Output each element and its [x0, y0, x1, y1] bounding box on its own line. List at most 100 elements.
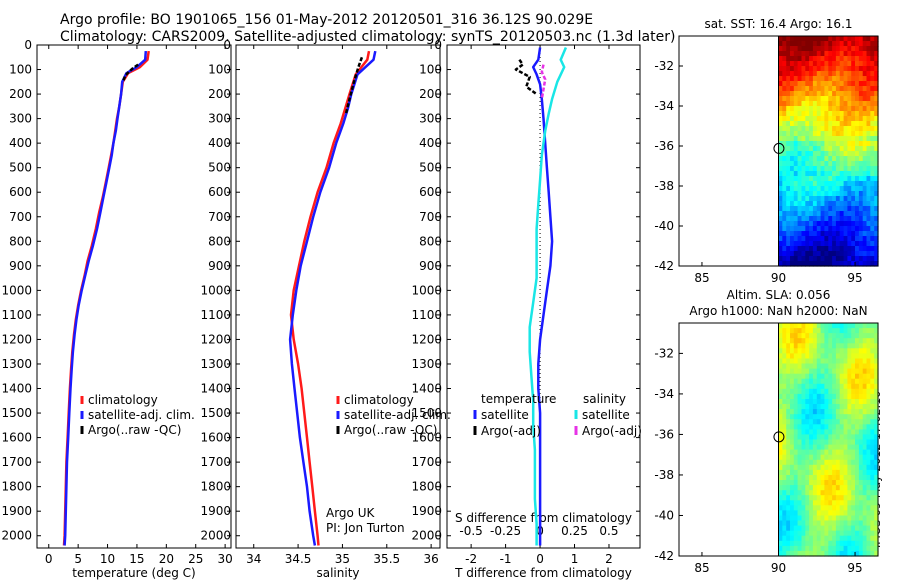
heatmap-cell [809, 241, 814, 247]
heatmap-cell [820, 414, 825, 420]
heatmap-cell [778, 515, 783, 522]
heatmap-cell [874, 66, 879, 72]
heatmap-cell [820, 383, 825, 390]
heatmap-cell [793, 236, 799, 242]
heatmap-cell [847, 66, 852, 72]
heatmap-cell [778, 459, 783, 466]
heatmap-cell [824, 525, 829, 532]
heatmap-cell [843, 106, 848, 112]
heatmap-cell [874, 196, 879, 202]
heatmap-cell [820, 131, 825, 137]
heatmap-cell [851, 515, 856, 522]
heatmap-cell [805, 338, 810, 344]
heatmap-cell [874, 414, 879, 420]
heatmap-cell [786, 51, 791, 57]
heatmap-cell [839, 246, 845, 252]
heatmap-cell [843, 414, 848, 420]
heatmap-cell [816, 111, 822, 117]
heatmap-cell [786, 81, 791, 87]
heatmap-cell [843, 121, 848, 127]
heatmap-cell [816, 475, 822, 481]
heatmap-cell [786, 520, 791, 527]
sla_map-ytick-label: -38 [654, 468, 674, 482]
heatmap-cell [847, 251, 852, 257]
heatmap-cell [801, 86, 806, 92]
heatmap-cell [778, 241, 783, 247]
heatmap-cell [866, 106, 871, 112]
heatmap-cell [793, 378, 799, 385]
heatmap-cell [797, 535, 802, 542]
heatmap-cell [874, 101, 879, 107]
heatmap-cell [874, 530, 879, 537]
heatmap-cell [866, 439, 871, 446]
heatmap-cell [809, 333, 814, 339]
salinity-xtick-label: 34.5 [285, 552, 312, 566]
heatmap-cell [866, 196, 871, 202]
heatmap-cell [816, 241, 822, 247]
heatmap-cell [851, 106, 856, 112]
heatmap-cell [843, 333, 848, 339]
heatmap-cell [828, 434, 833, 441]
heatmap-cell [866, 216, 871, 222]
heatmap-cell [851, 469, 856, 476]
heatmap-cell [870, 520, 875, 527]
heatmap-cell [812, 348, 818, 354]
heatmap-cell [862, 490, 868, 496]
heatmap-cell [839, 81, 845, 87]
heatmap-cell [828, 106, 833, 112]
heatmap-cell [824, 171, 829, 177]
heatmap-cell [858, 196, 864, 202]
heatmap-cell [778, 116, 783, 122]
heatmap-cell [858, 206, 864, 212]
heatmap-cell [801, 373, 806, 380]
heatmap-cell [839, 76, 845, 82]
heatmap-cell [832, 221, 837, 227]
heatmap-cell [790, 66, 795, 72]
heatmap-cell [828, 464, 833, 471]
heatmap-cell [790, 91, 795, 97]
heatmap-cell [778, 41, 783, 47]
heatmap-cell [778, 181, 783, 187]
heatmap-cell [786, 434, 791, 441]
heatmap-cell [786, 358, 791, 365]
heatmap-cell [782, 116, 787, 122]
heatmap-cell [855, 51, 860, 57]
heatmap-cell [832, 495, 837, 501]
heatmap-cell [824, 520, 829, 527]
heatmap-cell [843, 101, 848, 107]
heatmap-cell [797, 469, 802, 476]
heatmap-cell [828, 221, 833, 227]
temperature-ytick-label: 500 [9, 161, 32, 175]
heatmap-cell [801, 91, 806, 97]
heatmap-cell [847, 550, 852, 557]
heatmap-cell [820, 449, 825, 456]
heatmap-cell [786, 231, 791, 237]
heatmap-cell [778, 196, 783, 202]
heatmap-cell [870, 41, 875, 47]
heatmap-cell [820, 510, 825, 517]
heatmap-cell [786, 505, 791, 511]
heatmap-cell [820, 454, 825, 461]
heatmap-cell [786, 201, 791, 207]
heatmap-cell [793, 444, 799, 451]
heatmap-cell [797, 358, 802, 365]
heatmap-cell [790, 515, 795, 522]
heatmap-cell [832, 231, 837, 237]
heatmap-cell [805, 343, 810, 349]
heatmap-cell [824, 459, 829, 466]
heatmap-cell [847, 176, 852, 182]
heatmap-cell [824, 41, 829, 47]
heatmap-cell [855, 550, 860, 557]
heatmap-cell [870, 106, 875, 112]
heatmap-cell [805, 141, 810, 147]
heatmap-cell [855, 216, 860, 222]
heatmap-cell [790, 246, 795, 252]
heatmap-cell [870, 91, 875, 97]
salinity-ytick-label: 0 [223, 38, 231, 52]
heatmap-cell [835, 545, 841, 552]
heatmap-cell [832, 256, 837, 262]
heatmap-cell [858, 454, 864, 461]
heatmap-cell [832, 201, 837, 207]
heatmap-cell [851, 434, 856, 441]
heatmap-cell [820, 409, 825, 415]
